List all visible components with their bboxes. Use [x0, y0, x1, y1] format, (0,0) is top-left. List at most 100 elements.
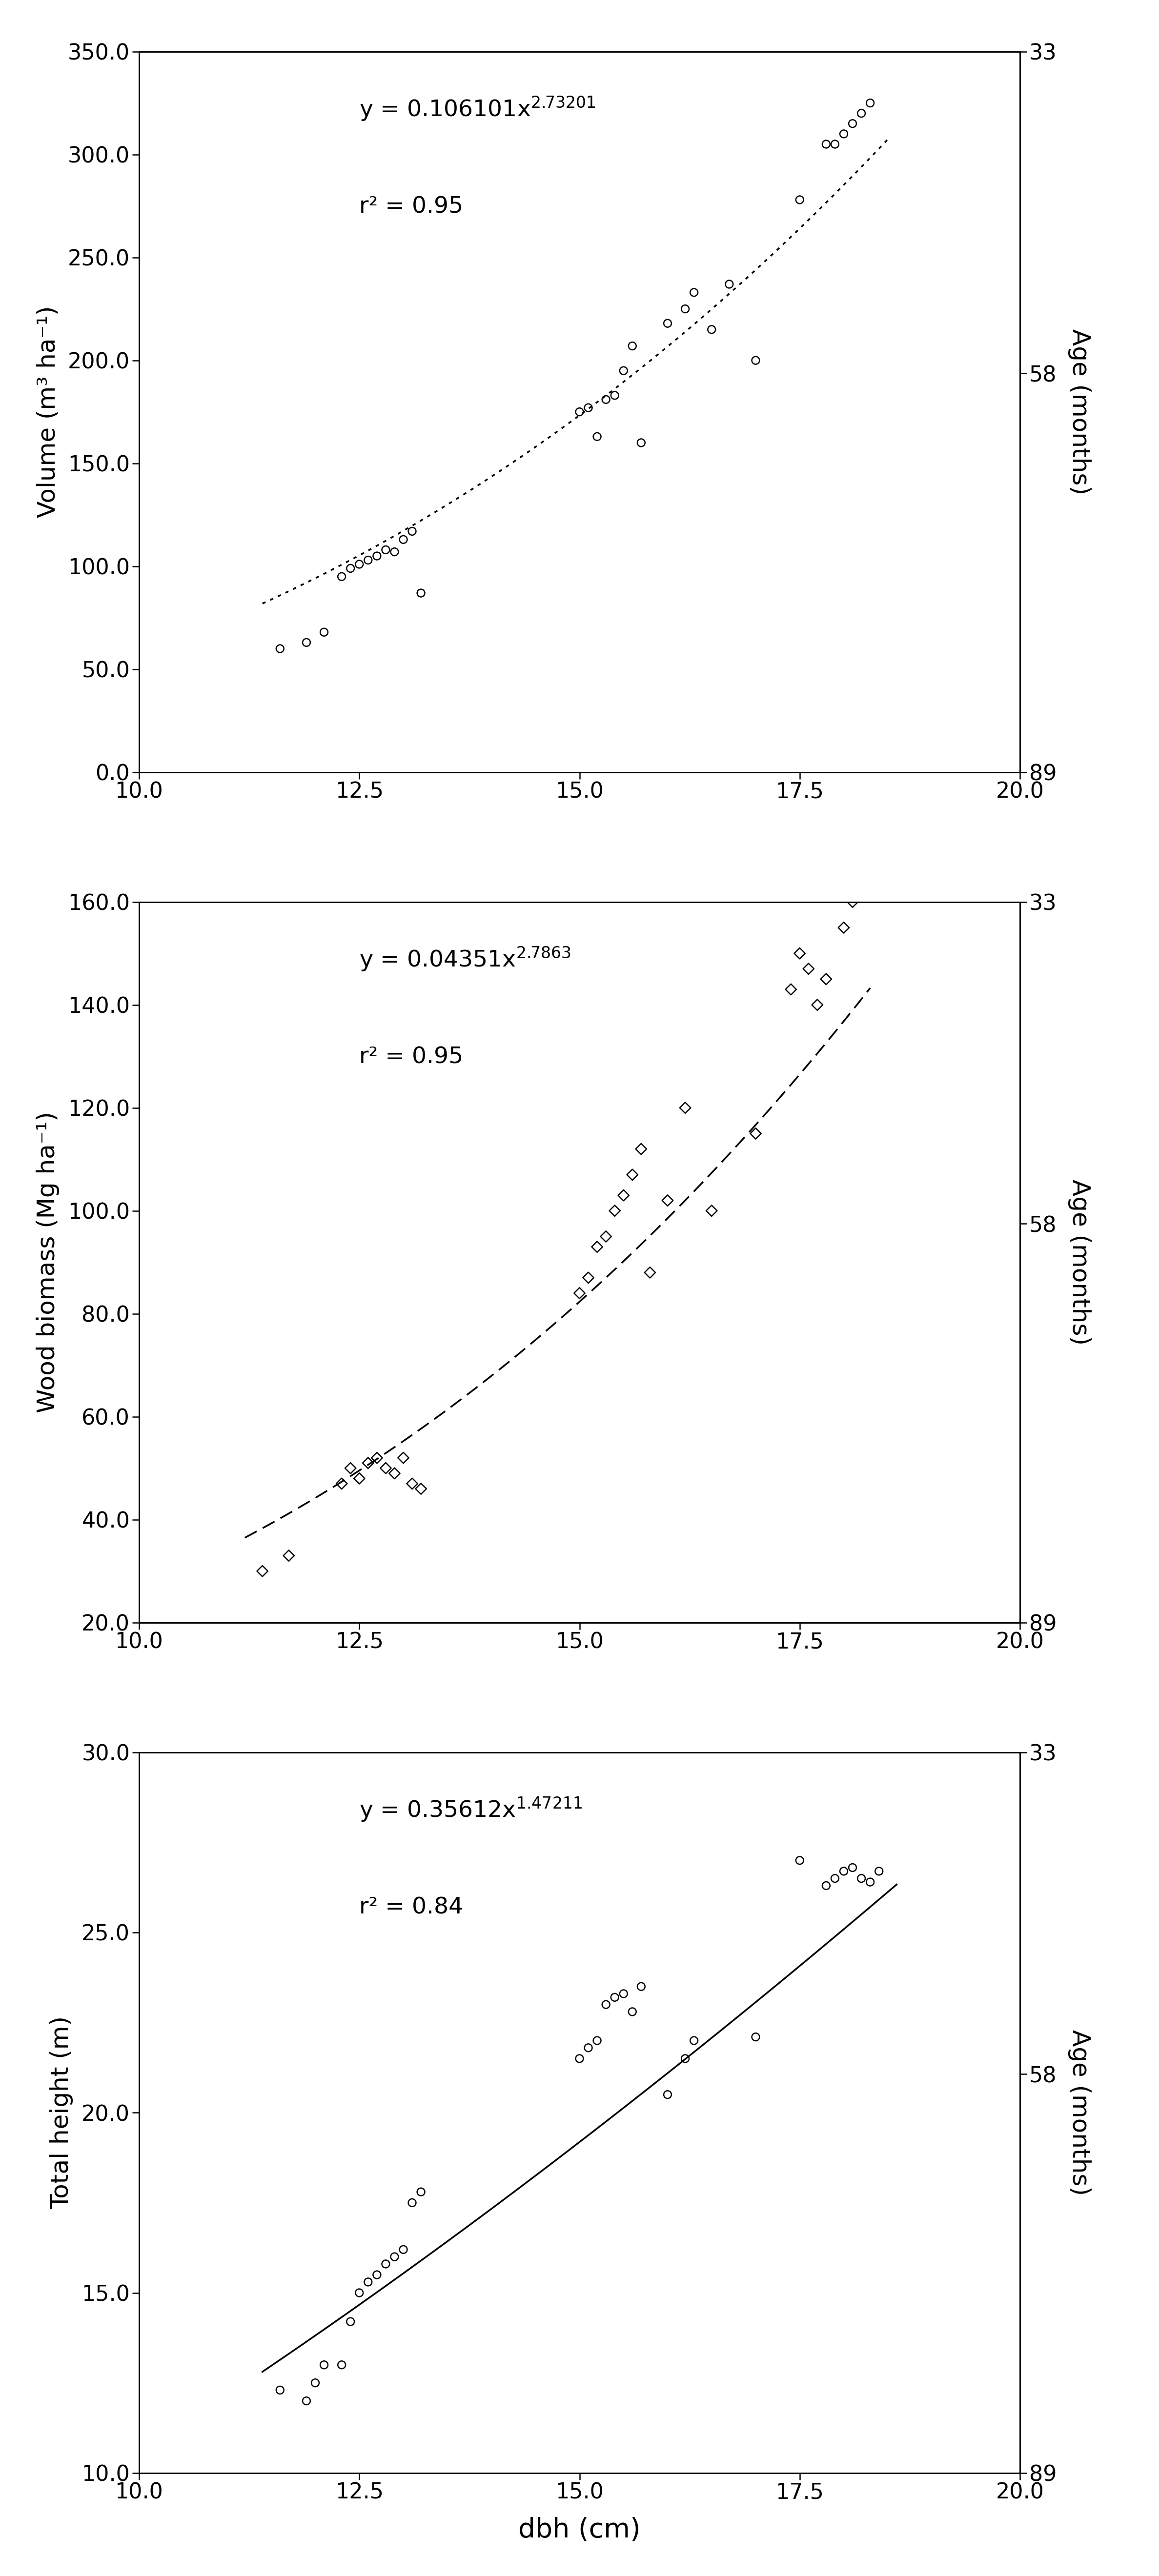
Point — [632, 422, 650, 464]
Point — [632, 1965, 650, 2007]
Point — [746, 340, 765, 381]
Point — [341, 2300, 359, 2342]
Point — [844, 103, 862, 144]
Point — [702, 1190, 721, 1231]
Point — [676, 289, 694, 330]
Point — [570, 1273, 589, 1314]
Point — [605, 1976, 624, 2017]
Point — [790, 1839, 809, 1880]
Point — [641, 1252, 659, 1293]
Point — [658, 1180, 677, 1221]
Point — [834, 113, 853, 155]
Point — [367, 536, 386, 577]
Point — [385, 2236, 403, 2277]
Point — [359, 2262, 378, 2303]
Point — [781, 969, 800, 1010]
Point — [624, 1991, 642, 2032]
Text: r² = 0.95: r² = 0.95 — [359, 196, 464, 216]
Point — [580, 2027, 598, 2069]
Point — [825, 1857, 844, 1899]
Point — [614, 1973, 633, 2014]
Point — [271, 2370, 290, 2411]
Y-axis label: Age (months): Age (months) — [1067, 1180, 1091, 1345]
Point — [253, 1551, 271, 1592]
Point — [580, 386, 598, 428]
Text: y = 0.04351x$^{2.7863}$: y = 0.04351x$^{2.7863}$ — [359, 945, 571, 974]
Point — [394, 1437, 413, 1479]
Point — [306, 2362, 325, 2403]
Point — [359, 1443, 378, 1484]
Point — [588, 1226, 606, 1267]
Point — [861, 1862, 880, 1904]
Point — [350, 1458, 369, 1499]
X-axis label: dbh (cm): dbh (cm) — [518, 2517, 641, 2543]
Point — [341, 1448, 359, 1489]
Point — [817, 124, 836, 165]
Point — [377, 2244, 395, 2285]
Point — [411, 2172, 430, 2213]
Point — [333, 556, 351, 598]
Y-axis label: Wood biomass (Mg ha⁻¹): Wood biomass (Mg ha⁻¹) — [36, 1113, 60, 1412]
Point — [702, 309, 721, 350]
Point — [597, 1984, 615, 2025]
Point — [834, 1850, 853, 1891]
Point — [790, 180, 809, 222]
Point — [315, 2344, 334, 2385]
Point — [869, 1850, 888, 1891]
Point — [844, 1847, 862, 1888]
Point — [605, 1190, 624, 1231]
Point — [570, 2038, 589, 2079]
Point — [271, 629, 290, 670]
Point — [297, 2380, 315, 2421]
Y-axis label: Volume (m³ ha⁻¹): Volume (m³ ha⁻¹) — [36, 307, 60, 518]
Point — [377, 528, 395, 569]
Point — [676, 2038, 694, 2079]
Point — [624, 1154, 642, 1195]
Point — [403, 1463, 422, 1504]
Point — [800, 948, 818, 989]
Point — [297, 621, 315, 662]
Point — [817, 1865, 836, 1906]
Point — [588, 2020, 606, 2061]
Point — [658, 304, 677, 345]
Point — [570, 392, 589, 433]
Point — [394, 518, 413, 559]
Point — [367, 1437, 386, 1479]
Point — [605, 374, 624, 415]
Point — [844, 881, 862, 922]
Text: y = 0.35612x$^{1.47211}$: y = 0.35612x$^{1.47211}$ — [359, 1795, 582, 1824]
Point — [852, 1857, 870, 1899]
Point — [350, 2272, 369, 2313]
Point — [685, 273, 704, 314]
Point — [394, 2228, 413, 2269]
Point — [411, 572, 430, 613]
Point — [817, 958, 836, 999]
Text: y = 0.106101x$^{2.73201}$: y = 0.106101x$^{2.73201}$ — [359, 95, 596, 124]
Point — [341, 549, 359, 590]
Point — [385, 531, 403, 572]
Y-axis label: Total height (m): Total height (m) — [50, 2017, 73, 2210]
Y-axis label: Age (months): Age (months) — [1067, 2030, 1091, 2195]
Text: r² = 0.95: r² = 0.95 — [359, 1046, 464, 1069]
Point — [333, 1463, 351, 1504]
Point — [632, 1128, 650, 1170]
Point — [624, 325, 642, 366]
Point — [279, 1535, 298, 1577]
Point — [720, 263, 738, 304]
Point — [658, 2074, 677, 2115]
Point — [790, 933, 809, 974]
Point — [614, 1175, 633, 1216]
Point — [676, 1087, 694, 1128]
Y-axis label: Age (months): Age (months) — [1067, 330, 1091, 495]
Point — [597, 379, 615, 420]
Point — [350, 544, 369, 585]
Point — [367, 2254, 386, 2295]
Point — [403, 510, 422, 551]
Point — [825, 124, 844, 165]
Point — [808, 984, 826, 1025]
Point — [315, 611, 334, 652]
Point — [333, 2344, 351, 2385]
Text: r² = 0.84: r² = 0.84 — [359, 1896, 464, 1919]
Point — [861, 82, 880, 124]
Point — [852, 93, 870, 134]
